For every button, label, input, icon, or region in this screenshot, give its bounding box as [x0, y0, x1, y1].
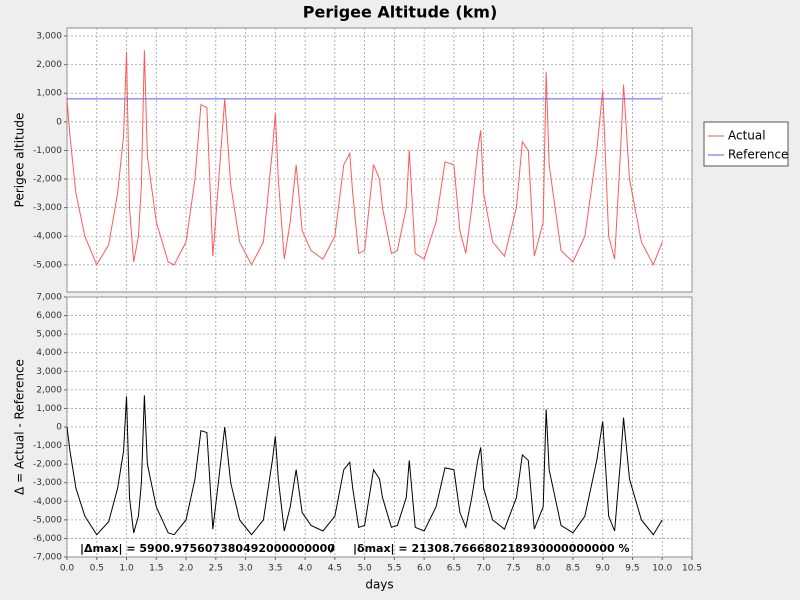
y-tick-label: 7,000: [36, 293, 62, 303]
y-tick-label: 4,000: [36, 348, 62, 358]
y-tick-label: -6,000: [33, 534, 62, 544]
y-axis-label: Perigee altitude: [13, 113, 27, 208]
x-tick-label: 3.5: [268, 564, 282, 574]
chart-title: Perigee Altitude (km): [303, 3, 498, 22]
x-tick-label: 6.5: [447, 564, 461, 574]
x-tick-label: 3.0: [238, 564, 253, 574]
y-tick-label: -1,000: [33, 441, 62, 451]
legend-label: Reference: [728, 148, 788, 162]
y-tick-label: 5,000: [36, 330, 62, 340]
annotation: /: [330, 542, 335, 555]
x-tick-label: 8.0: [536, 564, 551, 574]
y-tick-label: 0: [56, 117, 62, 127]
y-tick-label: -2,000: [33, 460, 62, 470]
x-tick-label: 1.0: [119, 564, 134, 574]
x-tick-label: 0.5: [90, 564, 104, 574]
y-tick-label: 1,000: [36, 404, 62, 414]
y-tick-label: -3,000: [33, 478, 62, 488]
legend-box: [703, 121, 789, 167]
x-tick-label: 10.0: [652, 564, 672, 574]
y-tick-label: 6,000: [36, 311, 62, 321]
x-tick-label: 1.5: [149, 564, 163, 574]
x-tick-label: 7.0: [477, 564, 492, 574]
y-tick-label: 1,000: [36, 89, 62, 99]
y-tick-label: -1,000: [33, 146, 62, 156]
x-tick-label: 7.5: [506, 564, 520, 574]
x-tick-label: 6.0: [417, 564, 432, 574]
y-tick-label: 2,000: [36, 385, 62, 395]
x-tick-label: 4.0: [298, 564, 313, 574]
legend-label: Actual: [728, 129, 766, 143]
y-tick-label: -5,000: [33, 260, 62, 270]
y-tick-label: 2,000: [36, 60, 62, 70]
y-tick-label: -2,000: [33, 175, 62, 185]
y-tick-label: 3,000: [36, 32, 62, 42]
y-tick-label: 3,000: [36, 367, 62, 377]
x-tick-label: 8.5: [566, 564, 580, 574]
series-line: [66, 50, 663, 267]
y-axis-label: Δ = Actual - Reference: [13, 359, 27, 495]
y-tick-label: -4,000: [33, 232, 62, 242]
x-tick-label: 10.5: [682, 564, 702, 574]
x-tick-label: 0.0: [60, 564, 75, 574]
y-tick-label: -5,000: [33, 515, 62, 525]
x-tick-label: 5.5: [387, 564, 401, 574]
series-line: [66, 395, 663, 536]
x-axis-label: days: [365, 578, 393, 592]
x-tick-label: 2.5: [209, 564, 223, 574]
x-tick-label: 2.0: [179, 564, 194, 574]
plot-area: [66, 27, 693, 293]
y-tick-label: -3,000: [33, 203, 62, 213]
annotation: |δmax| = 21308.766680218930000000000 %: [353, 542, 629, 555]
x-tick-label: 9.5: [625, 564, 639, 574]
y-tick-label: -4,000: [33, 497, 62, 507]
x-tick-label: 4.5: [328, 564, 342, 574]
x-tick-label: 9.0: [596, 564, 611, 574]
x-tick-label: 5.0: [357, 564, 372, 574]
y-tick-label: 0: [56, 423, 62, 433]
y-tick-label: -7,000: [33, 553, 62, 563]
annotation: |Δmax| = 5900.975607380492000000000: [80, 542, 335, 555]
